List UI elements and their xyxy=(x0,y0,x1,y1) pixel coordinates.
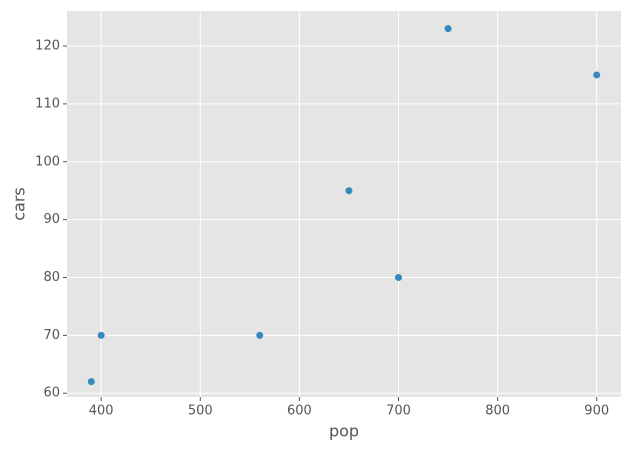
y-axis-label: cars xyxy=(10,187,29,221)
point xyxy=(593,71,601,79)
point xyxy=(444,25,452,33)
point xyxy=(87,378,95,386)
x-tick-label: 800 xyxy=(485,404,510,419)
y-tick-label: 60 xyxy=(43,386,60,401)
x-tick-label: 900 xyxy=(584,404,609,419)
x-axis-label: pop xyxy=(329,422,359,441)
y-tick-label: 90 xyxy=(43,212,60,227)
y-tick-label: 100 xyxy=(35,154,60,169)
point xyxy=(345,187,353,195)
x-tick-label: 400 xyxy=(89,404,114,419)
plot-background xyxy=(67,11,621,397)
point xyxy=(256,331,264,339)
point xyxy=(97,331,105,339)
x-tick-label: 500 xyxy=(188,404,213,419)
x-tick-label: 600 xyxy=(287,404,312,419)
point xyxy=(395,273,403,281)
y-tick-label: 80 xyxy=(43,270,60,285)
y-tick-label: 120 xyxy=(35,39,60,54)
y-tick-label: 110 xyxy=(35,96,60,111)
y-tick-label: 70 xyxy=(43,328,60,343)
x-tick-label: 700 xyxy=(386,404,411,419)
